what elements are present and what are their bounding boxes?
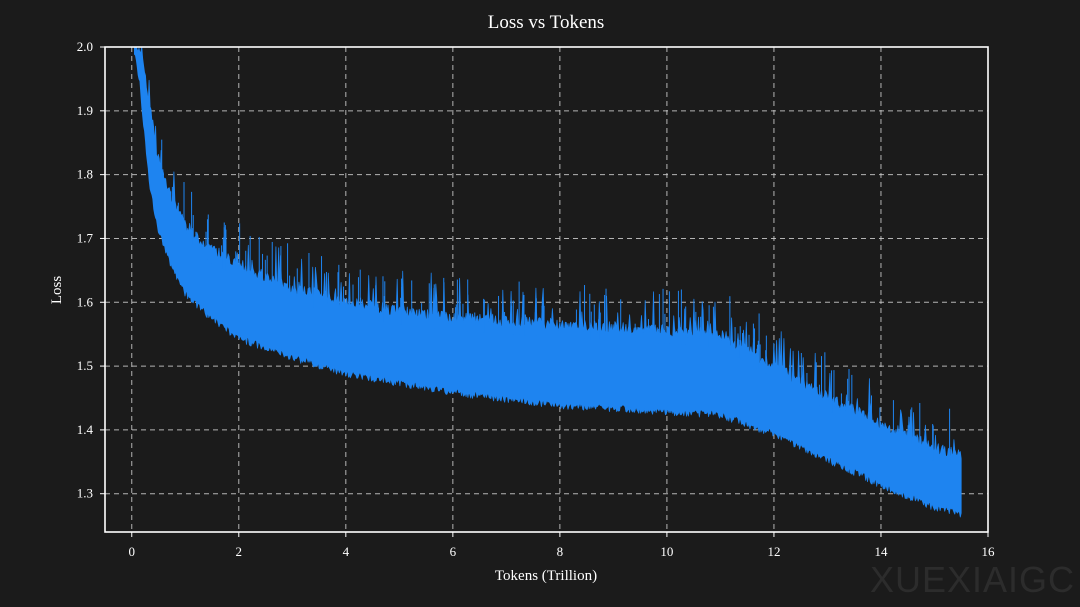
chart-title: Loss vs Tokens xyxy=(488,12,605,33)
x-tick-label: 16 xyxy=(982,544,996,559)
x-tick-label: 0 xyxy=(129,544,136,559)
y-tick-label: 1.5 xyxy=(77,358,93,373)
x-tick-label: 14 xyxy=(874,544,888,559)
y-tick-label: 1.8 xyxy=(77,167,93,182)
x-axis-ticks: 0 2 4 6 8 10 12 14 16 xyxy=(129,532,995,559)
y-axis-label: Loss xyxy=(49,276,65,305)
x-tick-label: 8 xyxy=(557,544,564,559)
x-tick-label: 12 xyxy=(767,544,780,559)
x-tick-label: 6 xyxy=(450,544,457,559)
x-tick-label: 10 xyxy=(660,544,673,559)
y-tick-label: 1.4 xyxy=(77,422,94,437)
y-tick-label: 1.7 xyxy=(77,230,94,245)
plot-frame xyxy=(104,46,989,533)
loss-band xyxy=(134,46,962,518)
x-axis-label: Tokens (Trillion) xyxy=(495,568,597,584)
y-axis-ticks: 1.3 1.4 1.5 1.6 1.7 1.8 1.9 2.0 xyxy=(77,39,105,501)
y-tick-label: 2.0 xyxy=(77,39,93,54)
y-tick-label: 1.3 xyxy=(77,486,93,501)
loss-series xyxy=(134,46,962,518)
watermark-text: XUEXIAIGC xyxy=(870,559,1075,600)
x-tick-label: 4 xyxy=(343,544,350,559)
y-tick-label: 1.9 xyxy=(77,103,93,118)
y-tick-label: 1.6 xyxy=(77,294,94,309)
x-tick-label: 2 xyxy=(236,544,243,559)
